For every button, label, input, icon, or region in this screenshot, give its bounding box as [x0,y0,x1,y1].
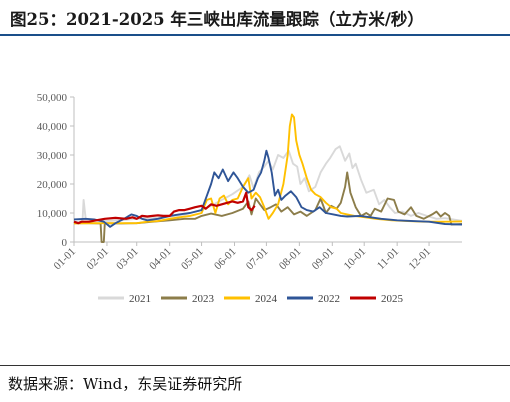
legend-label-2023: 2023 [192,293,215,305]
x-tick-label: 06-01 [212,246,239,273]
x-tick-label: 08-01 [277,246,304,273]
x-tick-label: 07-01 [244,246,271,273]
y-tick-label: 30,000 [37,150,68,162]
x-tick-label: 05-01 [179,246,206,273]
legend-label-2025: 2025 [381,293,404,305]
x-tick-label: 03-01 [114,246,141,273]
y-tick-label: 50,000 [37,92,68,104]
title-divider [0,34,510,36]
y-tick-label: 20,000 [37,179,68,191]
x-tick-label: 09-01 [310,246,337,273]
legend-label-2024: 2024 [255,293,278,305]
x-tick-label: 12-01 [407,246,434,273]
chart-title: 图25：2021-2025 年三峡出库流量跟踪（立方米/秒） [10,10,424,29]
series-layer [73,113,463,243]
x-tick-label: 04-01 [147,246,174,273]
series-line-2024 [73,113,463,225]
legend-label-2022: 2022 [318,293,340,305]
data-source-note: 数据来源：Wind，东吴证券研究所 [8,375,243,393]
series-line-2025 [73,191,256,225]
y-tick-label: 40,000 [37,121,68,133]
chart-legend: 2021 2023 2024 2022 2025 [98,293,404,305]
source-divider [0,365,510,366]
series-line-2023 [74,171,463,243]
x-tick-label: 01-01 [51,246,78,273]
line-chart: 0 10,000 20,000 30,000 40,000 50,000 01-01 02-0… [37,92,463,305]
x-tick-label: 10-01 [342,246,369,273]
y-tick-label: 10,000 [37,208,68,220]
x-tick-label: 11-01 [375,246,401,272]
y-tick-label: 0 [62,237,68,249]
legend-label-2021: 2021 [129,293,151,305]
series-line-2022 [73,149,463,228]
series-line-2021 [73,145,463,224]
x-tick-label: 02-01 [84,246,111,273]
